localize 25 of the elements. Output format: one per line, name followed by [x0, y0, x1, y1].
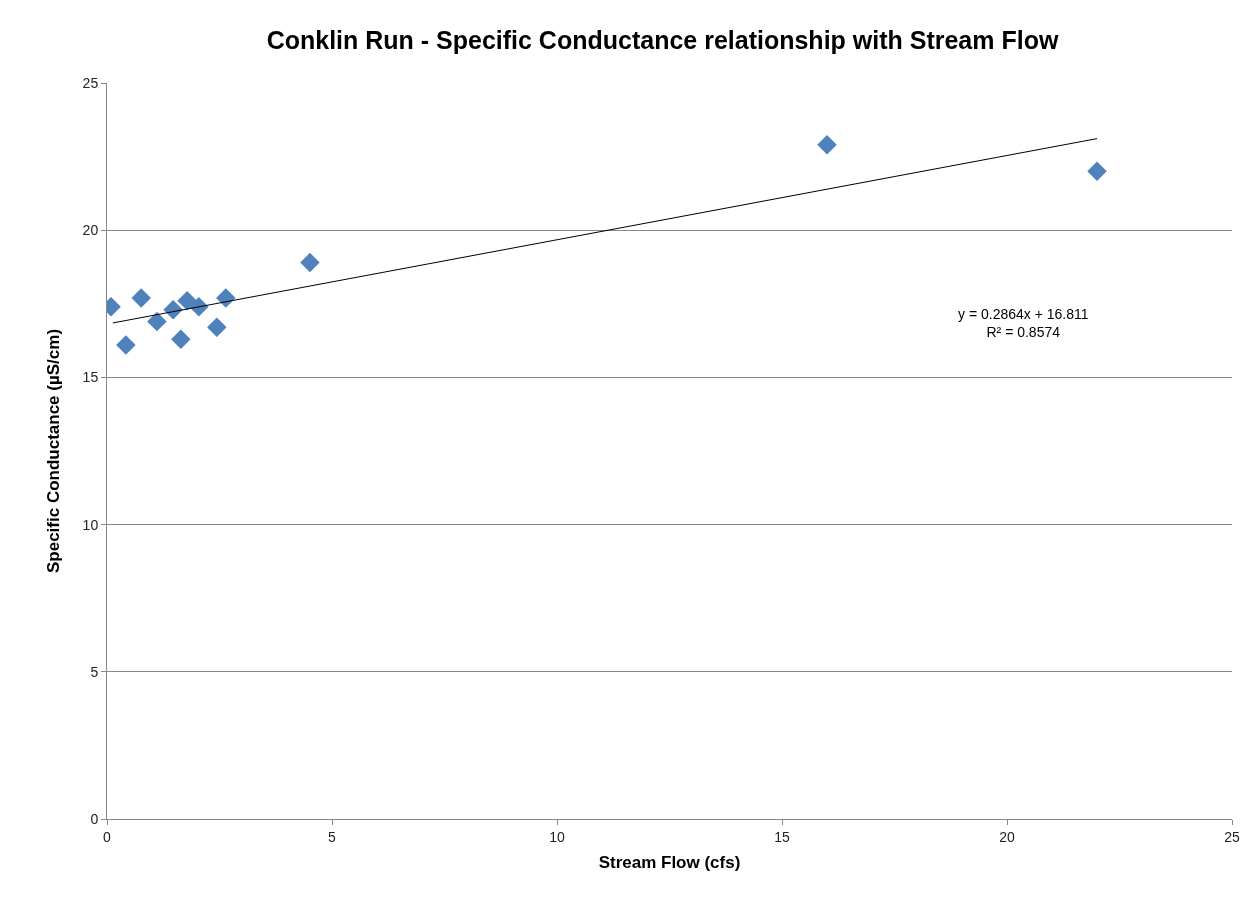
- annotation: y = 0.2864x + 16.811 R² = 0.8574: [958, 306, 1089, 341]
- point: [116, 335, 136, 355]
- point: [300, 252, 320, 273]
- point: [207, 317, 227, 338]
- y-tick-label: 20: [82, 222, 99, 239]
- x-tick-label: 20: [999, 828, 1015, 845]
- y-tick-label: 0: [90, 810, 99, 827]
- x-tick-label: 15: [774, 828, 790, 845]
- x-tick-label: 0: [103, 828, 112, 845]
- point: [216, 288, 236, 308]
- point: [817, 135, 837, 155]
- point: [131, 288, 151, 308]
- x-tick-label: 10: [549, 828, 565, 845]
- y-tick-label: 10: [82, 516, 99, 533]
- y-axis-title: Specific Conductance (µS/cm): [44, 328, 64, 574]
- x-axis-title: Stream Flow (cfs): [598, 853, 741, 873]
- x-tick-label: 5: [328, 828, 337, 845]
- point: [1087, 161, 1107, 182]
- y-tick-label: 5: [90, 663, 99, 680]
- y-tick-label: 25: [82, 74, 99, 91]
- x-tick-label: 25: [1224, 828, 1240, 845]
- point: [147, 311, 167, 332]
- chart-title: Conklin Run - Specific Conductance relationship with Stream Flow: [266, 26, 1059, 55]
- y-tick-label: 15: [82, 369, 99, 386]
- point: [171, 329, 191, 349]
